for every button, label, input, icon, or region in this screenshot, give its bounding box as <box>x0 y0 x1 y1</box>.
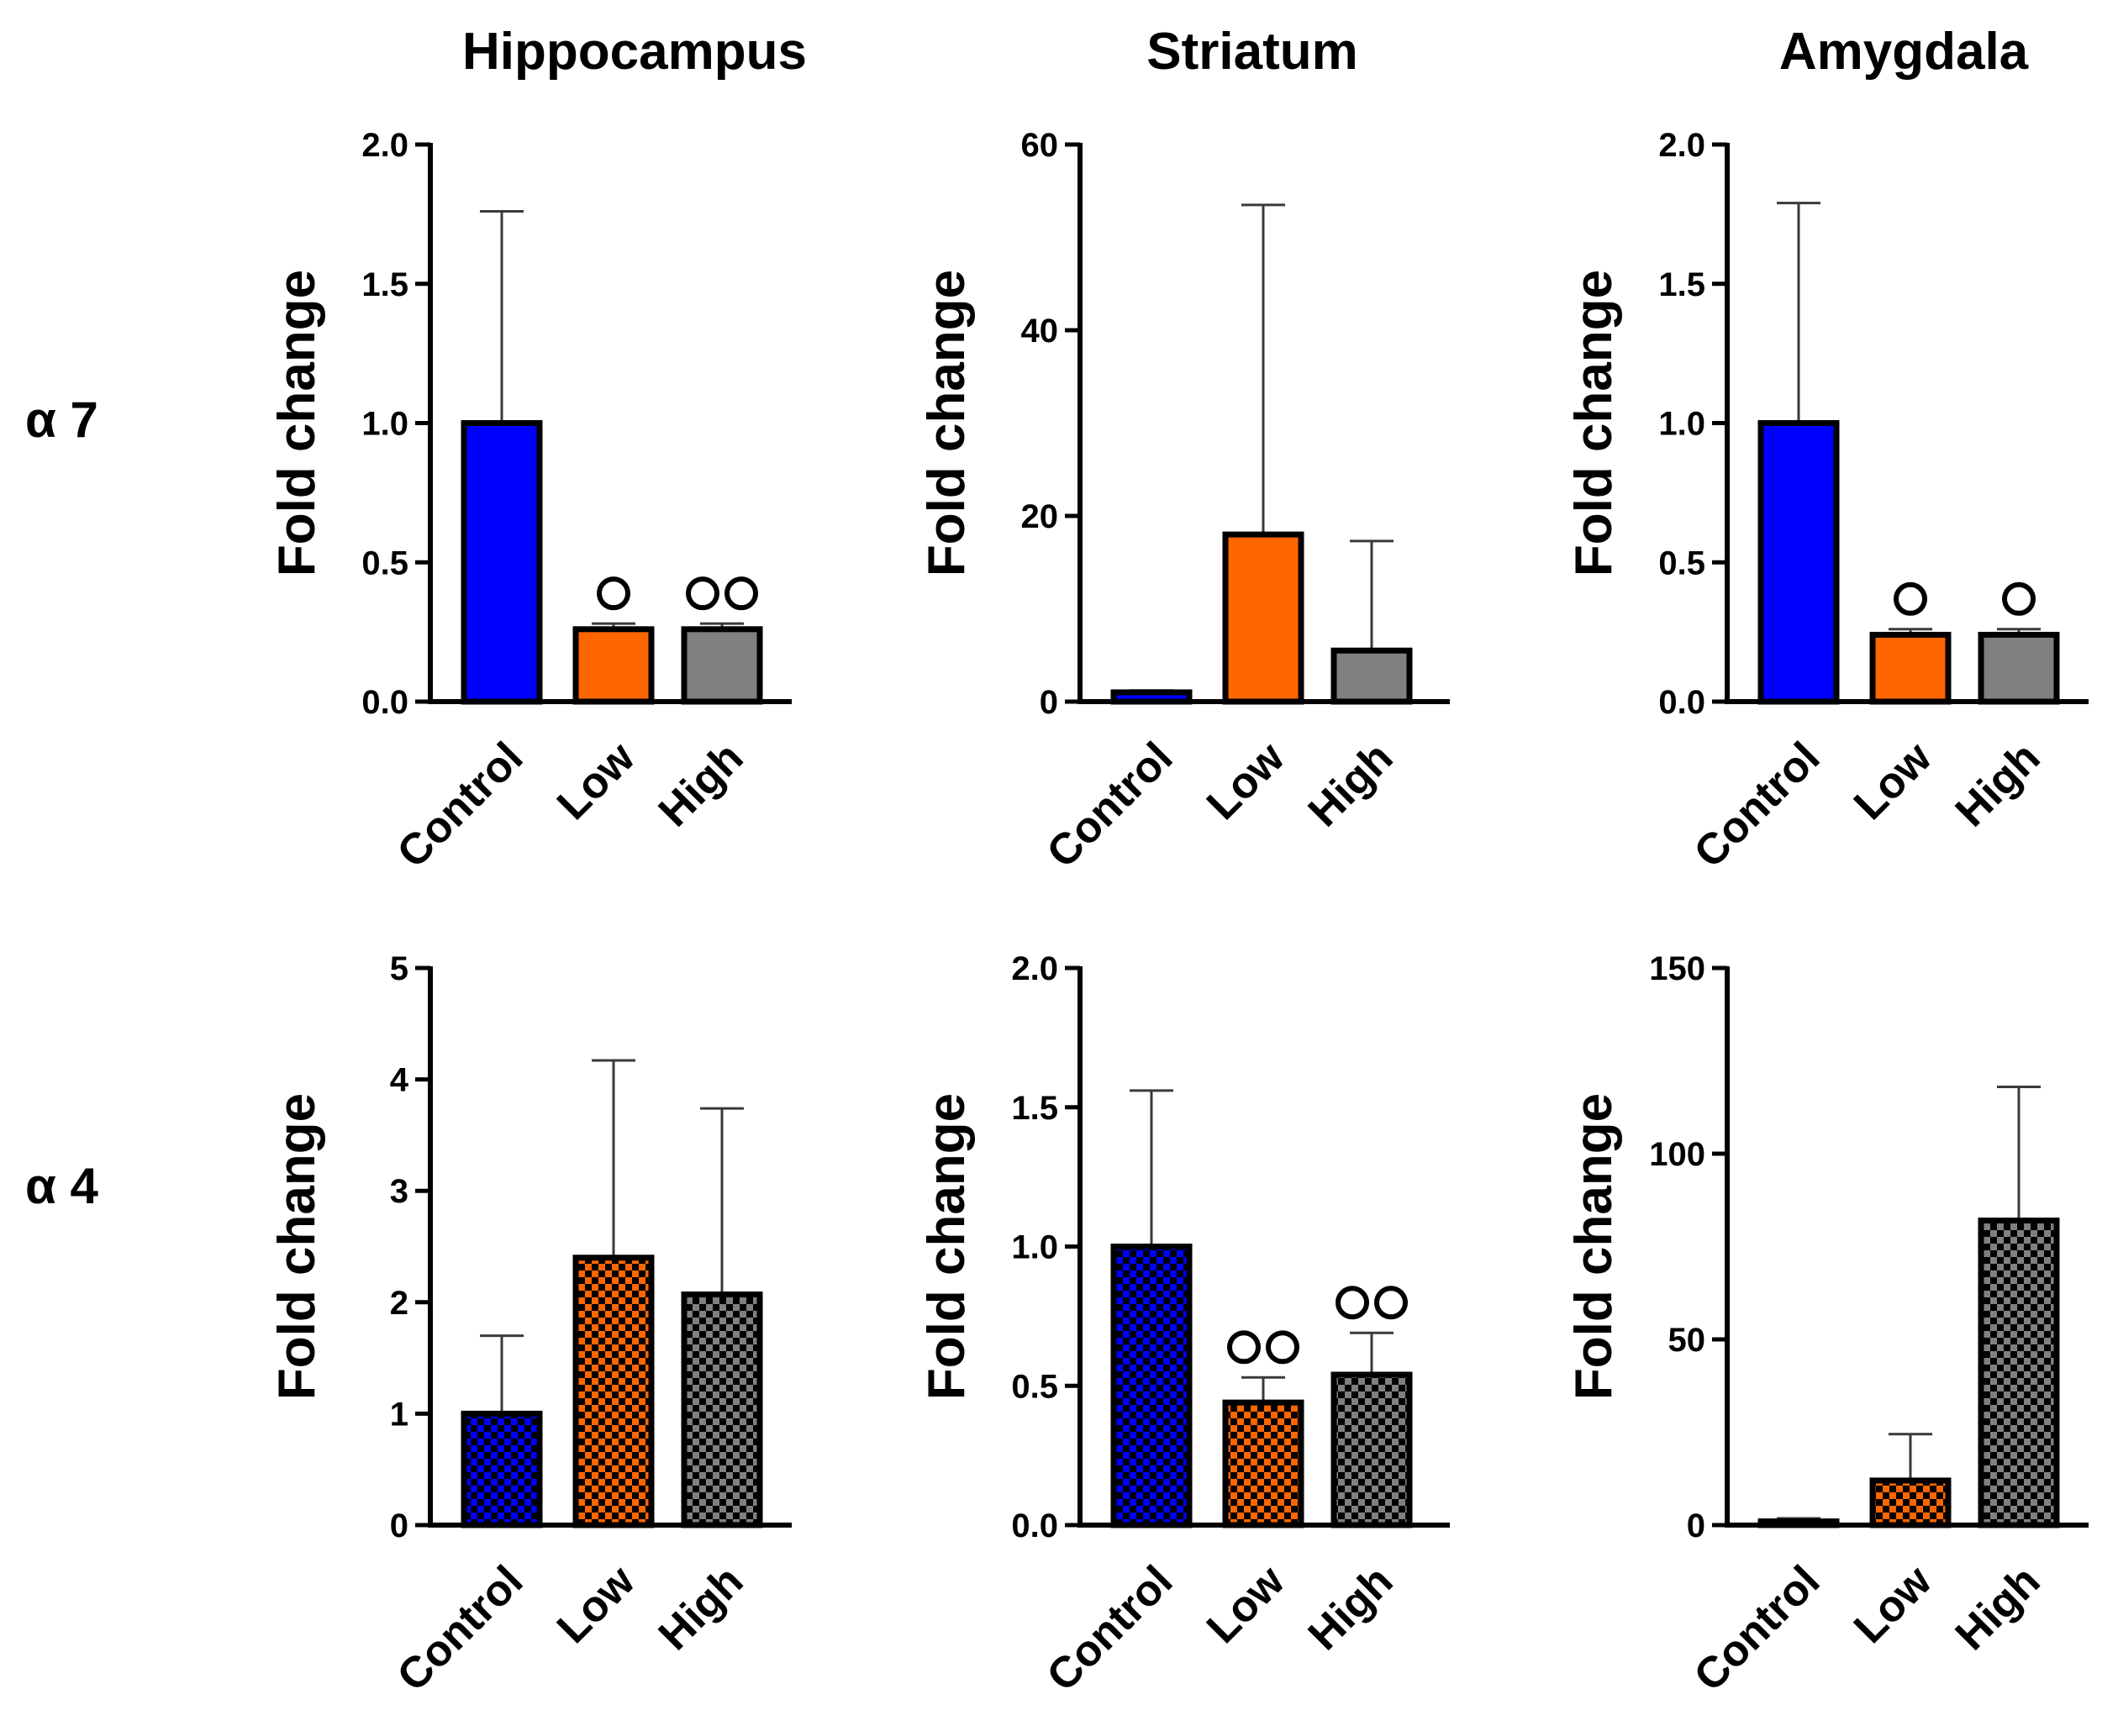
y-tick-label-amygdala-r0: 0.0 <box>1658 684 1705 721</box>
significance-mark-hippocampus-r0-high <box>724 576 758 611</box>
y-tick-label-striatum-r1: 0.0 <box>1011 1507 1058 1544</box>
y-tick-label-amygdala-r1: 50 <box>1668 1322 1706 1359</box>
bar-amygdala-r1-low <box>1869 1477 1952 1528</box>
category-label-amygdala-r1-low: Low <box>1845 1556 1942 1653</box>
category-label-striatum-r1-low: Low <box>1198 1556 1294 1653</box>
y-axis-label-striatum-r0: Fold change <box>918 270 976 576</box>
y-tick-label-striatum-r1: 1.5 <box>1011 1090 1058 1127</box>
bar-striatum-r1-control <box>1110 1244 1193 1528</box>
bar-amygdala-r0-low <box>1869 631 1952 705</box>
bar-striatum-r1-high <box>1330 1371 1413 1528</box>
y-tick-label-hippocampus-r0: 0.0 <box>361 684 408 721</box>
panel-0-2: Fold change 0.0 0.5 1.0 1.5 2.0 Control Low High <box>1565 127 2089 877</box>
significance-mark-striatum-r1-high <box>1374 1286 1408 1320</box>
y-tick-label-amygdala-r0: 0.5 <box>1658 544 1705 581</box>
category-label-hippocampus-r0-control: Control <box>388 733 533 877</box>
y-tick-label-hippocampus-r0: 1.5 <box>361 266 408 303</box>
significance-mark-hippocampus-r0-low <box>597 576 630 611</box>
y-axis-label-amygdala-r0: Fold change <box>1565 270 1623 576</box>
y-tick-label-striatum-r0: 60 <box>1021 127 1059 164</box>
panel-0-0: Fold change 0.0 0.5 1.0 1.5 2.0 Control Low High <box>268 127 792 877</box>
category-label-striatum-r1-control: Control <box>1038 1556 1183 1701</box>
y-tick-label-striatum-r1: 1.0 <box>1011 1229 1058 1266</box>
y-tick-label-hippocampus-r0: 2.0 <box>361 127 408 164</box>
category-label-hippocampus-r1-high: High <box>650 1556 753 1660</box>
panel-1-2: Fold change 0 50 100 150 Control Low High <box>1565 950 2089 1701</box>
category-label-amygdala-r1-high: High <box>1947 1556 2050 1660</box>
category-label-striatum-r0-high: High <box>1299 733 1403 836</box>
row-label-alpha4: α 4 <box>25 1158 99 1214</box>
bar-hippocampus-r0-high <box>681 626 763 705</box>
y-tick-label-hippocampus-r1: 0 <box>390 1507 408 1544</box>
y-axis-label-hippocampus-r1: Fold change <box>268 1093 326 1400</box>
significance-mark-striatum-r1-low <box>1266 1330 1299 1365</box>
y-axis-label-hippocampus-r0: Fold change <box>268 270 326 576</box>
significance-mark-striatum-r1-low <box>1227 1330 1261 1365</box>
bar-hippocampus-r0-control <box>461 420 543 705</box>
category-label-amygdala-r1-control: Control <box>1685 1556 1830 1701</box>
row-label-alpha7: α 7 <box>25 392 98 448</box>
bar-amygdala-r0-high <box>1978 631 2060 705</box>
bar-striatum-r0-low <box>1222 531 1304 705</box>
category-label-hippocampus-r0-low: Low <box>548 733 645 829</box>
y-tick-label-amygdala-r1: 100 <box>1649 1136 1705 1173</box>
bar-hippocampus-r1-control <box>461 1410 543 1528</box>
y-tick-label-amygdala-r1: 0 <box>1687 1507 1705 1544</box>
y-tick-label-amygdala-r0: 1.5 <box>1658 266 1705 303</box>
panel-1-0: Fold change 0 1 2 3 4 5 Control Low High <box>268 950 792 1701</box>
y-tick-label-hippocampus-r0: 0.5 <box>361 544 408 581</box>
y-tick-label-striatum-r0: 20 <box>1021 498 1059 535</box>
bar-hippocampus-r1-low <box>572 1255 655 1528</box>
y-tick-label-amygdala-r0: 2.0 <box>1658 127 1705 164</box>
category-label-striatum-r1-high: High <box>1299 1556 1403 1660</box>
significance-mark-amygdala-r0-low <box>1894 581 1927 616</box>
column-title-amygdala: Amygdala <box>1779 23 2029 81</box>
significance-mark-hippocampus-r0-high <box>686 576 719 611</box>
y-tick-label-striatum-r0: 0 <box>1040 684 1058 721</box>
y-tick-label-hippocampus-r1: 1 <box>390 1396 408 1433</box>
y-tick-label-hippocampus-r1: 5 <box>390 950 408 987</box>
category-label-striatum-r0-low: Low <box>1198 733 1294 829</box>
bar-hippocampus-r0-low <box>572 626 655 705</box>
bar-striatum-r0-high <box>1330 647 1413 705</box>
y-tick-label-hippocampus-r0: 1.0 <box>361 406 408 443</box>
y-tick-label-amygdala-r0: 1.0 <box>1658 406 1705 443</box>
y-axis-label-striatum-r1: Fold change <box>918 1093 976 1400</box>
bar-striatum-r1-low <box>1222 1399 1304 1528</box>
bar-amygdala-r1-high <box>1978 1218 2060 1528</box>
y-tick-label-striatum-r1: 0.5 <box>1011 1368 1058 1405</box>
category-label-hippocampus-r0-high: High <box>650 733 753 836</box>
bar-amygdala-r1-control <box>1757 1518 1840 1528</box>
significance-mark-striatum-r1-high <box>1336 1286 1369 1320</box>
bar-amygdala-r0-control <box>1757 420 1840 705</box>
y-tick-label-striatum-r0: 40 <box>1021 313 1059 350</box>
column-title-striatum: Striatum <box>1146 23 1357 81</box>
y-tick-label-hippocampus-r1: 4 <box>390 1062 409 1099</box>
category-label-amygdala-r0-low: Low <box>1845 733 1942 829</box>
column-title-hippocampus: Hippocampus <box>462 23 807 81</box>
category-label-hippocampus-r1-low: Low <box>548 1556 645 1653</box>
y-tick-label-hippocampus-r1: 3 <box>390 1173 408 1210</box>
y-tick-label-striatum-r1: 2.0 <box>1011 950 1058 987</box>
y-axis-label-amygdala-r1: Fold change <box>1565 1093 1623 1400</box>
significance-mark-amygdala-r0-high <box>2002 581 2036 616</box>
category-label-hippocampus-r1-control: Control <box>388 1556 533 1701</box>
category-label-amygdala-r0-control: Control <box>1685 733 1830 877</box>
y-tick-label-hippocampus-r1: 2 <box>390 1285 408 1322</box>
category-label-amygdala-r0-high: High <box>1947 733 2050 836</box>
panel-1-1: Fold change 0.0 0.5 1.0 1.5 2.0 Control Low High <box>918 950 1450 1701</box>
category-label-striatum-r0-control: Control <box>1038 733 1183 877</box>
panel-0-1: Fold change 0 20 40 60 Control Low High <box>918 127 1450 877</box>
y-tick-label-amygdala-r1: 150 <box>1649 950 1705 987</box>
bar-striatum-r0-control <box>1110 689 1193 705</box>
bar-hippocampus-r1-high <box>681 1291 763 1528</box>
